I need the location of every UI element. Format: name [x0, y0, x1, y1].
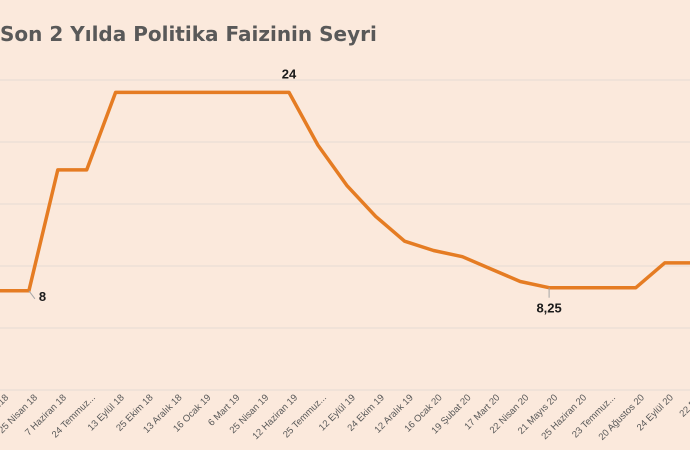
- x-tick-label: ...18: [0, 392, 11, 413]
- data-label: 24: [282, 66, 297, 81]
- series-line: [0, 90, 690, 293]
- data-label: 8: [39, 289, 46, 304]
- x-tick-label: 22 E...: [678, 392, 690, 419]
- data-label-leader: [28, 290, 36, 300]
- data-label: 8,25: [536, 301, 561, 316]
- chart-title: Son 2 Yılda Politika Faizinin Seyri: [0, 22, 377, 46]
- data-labels: 8 24 8,25: [28, 66, 562, 316]
- series-line-group: [0, 90, 690, 293]
- gridlines: [0, 79, 690, 391]
